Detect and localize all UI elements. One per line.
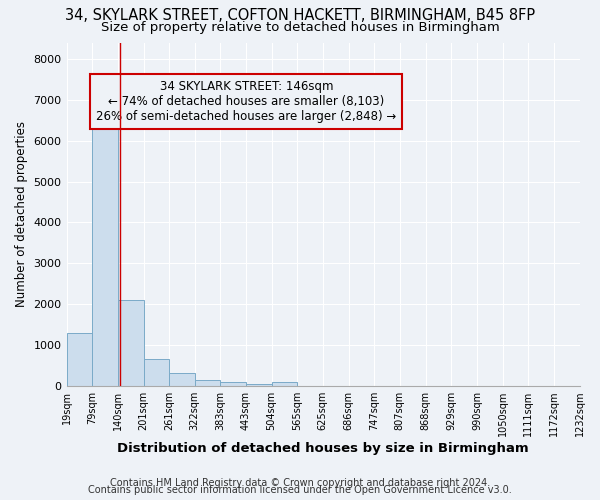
Text: Contains public sector information licensed under the Open Government Licence v3: Contains public sector information licen… — [88, 485, 512, 495]
Bar — [143, 360, 169, 386]
Y-axis label: Number of detached properties: Number of detached properties — [15, 122, 28, 308]
Bar — [246, 384, 272, 386]
Bar — [92, 116, 118, 386]
Bar — [194, 380, 220, 386]
Bar — [220, 382, 246, 386]
Bar — [67, 333, 92, 386]
Text: Size of property relative to detached houses in Birmingham: Size of property relative to detached ho… — [101, 21, 499, 34]
Text: Contains HM Land Registry data © Crown copyright and database right 2024.: Contains HM Land Registry data © Crown c… — [110, 478, 490, 488]
Bar — [118, 300, 143, 386]
X-axis label: Distribution of detached houses by size in Birmingham: Distribution of detached houses by size … — [118, 442, 529, 455]
Bar — [169, 374, 194, 386]
Bar — [272, 382, 298, 386]
Text: 34, SKYLARK STREET, COFTON HACKETT, BIRMINGHAM, B45 8FP: 34, SKYLARK STREET, COFTON HACKETT, BIRM… — [65, 8, 535, 22]
Text: 34 SKYLARK STREET: 146sqm
← 74% of detached houses are smaller (8,103)
26% of se: 34 SKYLARK STREET: 146sqm ← 74% of detac… — [96, 80, 397, 124]
